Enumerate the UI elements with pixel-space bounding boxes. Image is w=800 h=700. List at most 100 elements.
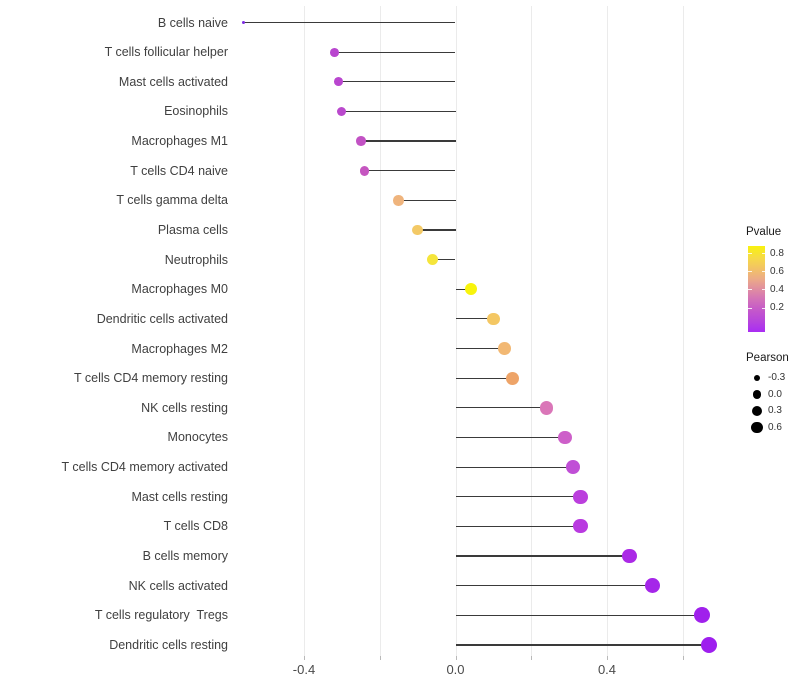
lollipop-dot: [329, 47, 339, 57]
y-axis-label: Dendritic cells resting: [109, 637, 228, 652]
x-axis-tick: [379, 656, 381, 660]
lollipop-dot: [412, 224, 424, 236]
y-axis-label: Mast cells resting: [131, 489, 228, 504]
x-axis-tick: [455, 656, 457, 660]
y-axis-label: T cells regulatory Tregs: [94, 608, 228, 623]
lollipop-dot: [701, 636, 718, 653]
grid-line: [379, 6, 381, 656]
legend-pearson: Pearson -0.3 0.0 0.3 0.6: [746, 352, 800, 434]
y-axis-label: T cells gamma delta: [116, 193, 228, 208]
lollipop-stem: [364, 170, 456, 172]
lollipop-stem: [338, 81, 456, 83]
colorbar-tick: [748, 253, 752, 255]
lollipop-stem: [455, 466, 573, 468]
lollipop-dot: [337, 106, 347, 116]
colorbar-tick: [761, 271, 765, 273]
x-axis-tick: [682, 656, 684, 660]
legend-pvalue-title: Pvalue: [746, 226, 782, 238]
lollipop-stem: [455, 525, 581, 527]
grid-line: [531, 6, 533, 656]
lollipop-stem: [455, 318, 494, 320]
lollipop-stem: [455, 555, 630, 557]
y-axis-label: Mast cells activated: [118, 74, 228, 89]
grid-line: [607, 6, 608, 656]
lollipop-dot: [558, 430, 573, 445]
lollipop-dot: [487, 312, 500, 326]
lollipop-stem: [455, 347, 505, 350]
y-axis-label: T cells CD4 memory resting: [74, 371, 228, 386]
lollipop-stem: [455, 377, 513, 379]
lollipop-stem: [455, 496, 581, 498]
y-axis-label: Macrophages M1: [131, 134, 228, 149]
y-axis-label: Plasma cells: [157, 222, 228, 237]
lollipop-dot: [464, 283, 477, 296]
x-axis-tick: [607, 656, 608, 660]
colorbar-tick: [748, 271, 752, 273]
y-axis-label: Macrophages M0: [131, 282, 228, 297]
grid-line: [682, 6, 684, 656]
colorbar-tick-label: 0.4: [770, 283, 784, 295]
lollipop-dot: [573, 489, 588, 504]
y-axis-label: Monocytes: [167, 430, 228, 445]
colorbar-tick: [748, 289, 752, 291]
colorbar-tick: [761, 253, 765, 255]
grid-line: [304, 6, 305, 656]
lollipop-stem: [455, 436, 566, 439]
y-axis-label: T cells CD4 naive: [130, 163, 228, 178]
lollipop-dot: [427, 253, 439, 266]
legend-pvalue: Pvalue 0.8 0.6 0.4 0.2: [746, 226, 800, 332]
pearson-legend-dot: [752, 406, 762, 417]
lollipop-stem: [360, 140, 456, 142]
colorbar-tick-label: 0.2: [770, 302, 784, 314]
lollipop-stem: [417, 229, 456, 231]
lollipop-dot: [539, 401, 554, 415]
lollipop-dot: [393, 195, 404, 206]
pvalue-colorbar: [748, 246, 765, 332]
legend-pearson-title: Pearson: [746, 352, 789, 364]
y-axis-label: B cells memory: [142, 549, 228, 564]
y-axis-label: T cells follicular helper: [104, 45, 228, 60]
x-axis-tick: [531, 656, 533, 660]
y-axis-label: NK cells resting: [141, 400, 228, 415]
lollipop-dot: [622, 548, 638, 564]
lollipop-stem: [398, 199, 456, 201]
x-axis-tick: [304, 656, 305, 660]
lollipop-stem: [455, 585, 653, 587]
pearson-legend-label: -0.3: [768, 372, 786, 383]
pearson-legend-label: 0.0: [768, 388, 782, 400]
pearson-legend-dot: [753, 374, 761, 382]
y-axis-label: Eosinophils: [164, 104, 228, 119]
lollipop-stem: [432, 259, 456, 261]
y-axis-label: Macrophages M2: [131, 341, 228, 356]
colorbar-tick: [748, 307, 752, 309]
lollipop-stem: [455, 614, 702, 616]
y-axis-label: NK cells activated: [128, 578, 228, 593]
grid-line: [455, 6, 457, 656]
y-axis-label: B cells naive: [157, 15, 228, 30]
lollipop-dot: [565, 460, 580, 475]
x-tick-label: 0.4: [597, 662, 617, 677]
lollipop-dot: [644, 578, 661, 594]
lollipop-stem: [455, 407, 547, 409]
lollipop-stem: [455, 288, 471, 290]
pearson-legend-label: 0.3: [768, 405, 782, 417]
lollipop-stem: [334, 51, 456, 53]
y-axis-label: T cells CD4 memory activated: [61, 460, 229, 475]
y-axis-label: Dendritic cells activated: [96, 311, 228, 326]
pearson-legend-label: 0.6: [768, 421, 782, 433]
lollipop-dot: [693, 607, 710, 624]
lollipop-stem: [341, 110, 456, 112]
y-axis-label: Neutrophils: [164, 252, 228, 267]
colorbar-tick-label: 0.8: [770, 247, 784, 259]
pearson-legend-dot: [752, 390, 762, 399]
pearson-legend-dot: [751, 422, 763, 434]
lollipop-dot: [241, 21, 245, 24]
lollipop-dot: [333, 77, 343, 87]
colorbar-tick: [761, 307, 765, 309]
lollipop-stem: [455, 644, 710, 646]
lollipop-dot: [498, 342, 512, 355]
lollipop-dot: [356, 136, 366, 146]
colorbar-tick: [761, 289, 765, 291]
y-axis-label: T cells CD8: [163, 519, 228, 534]
